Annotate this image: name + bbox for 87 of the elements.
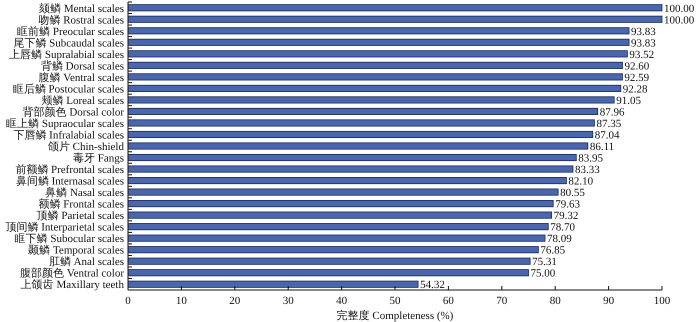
data-label: 92.59 (624, 72, 650, 84)
data-label: 79.32 (554, 210, 578, 222)
y-tick-label: 鼻间鳞 Internasal scales (16, 176, 124, 188)
x-tick-label: 70 (496, 295, 508, 307)
data-label: 83.33 (574, 164, 600, 176)
data-label: 86.11 (590, 141, 614, 153)
data-label: 54.32 (420, 279, 445, 292)
data-label: 83.95 (578, 152, 604, 165)
data-label: 80.55 (560, 187, 586, 200)
y-tick-label: 颞鳞 Temporal scales (28, 244, 124, 257)
x-tick-label: 10 (176, 295, 188, 307)
bar (128, 84, 622, 92)
x-tick-label: 80 (550, 295, 562, 307)
y-tick-label: 颏鳞 Mental scales (39, 2, 124, 15)
y-tick-label: 颌片 Chin-shield (46, 140, 124, 153)
y-tick-label: 腹部颜色 Ventral color (20, 266, 124, 280)
y-tick-label: 鼻鳞 Nasal scales (45, 187, 124, 200)
y-tick-label: 额鳞 Frontal scales (38, 198, 124, 211)
bar (128, 62, 623, 69)
y-tick-label: 尾下鳞 Subcaudal scales (13, 37, 124, 50)
bar (128, 200, 554, 208)
data-label: 76.85 (540, 244, 566, 257)
y-tick-label: 眶后鳞 Postocular scales (12, 82, 124, 96)
data-label: 93.83 (631, 37, 656, 50)
x-tick-label: 0 (125, 295, 132, 307)
y-tick-label: 眶前鳞 Preocular scales (17, 26, 124, 38)
y-tick-label: 眶上鳞 Supraocular scales (6, 116, 124, 130)
y-tick-label: 背鳞 Dorsal scales (40, 59, 124, 72)
bar (128, 142, 588, 150)
x-tick-label: 60 (442, 295, 454, 307)
x-tick-label: 30 (282, 295, 294, 307)
x-tick-label: 20 (229, 295, 241, 307)
data-label: 100.00 (664, 14, 695, 26)
bar (128, 212, 552, 219)
data-label: 78.09 (547, 233, 572, 246)
data-label: 87.96 (600, 106, 625, 118)
bar (128, 108, 598, 116)
y-tick-label: 上颌齿 Maxillary teeth (20, 278, 124, 292)
data-label: 87.35 (596, 118, 622, 130)
bar (128, 96, 615, 104)
bar (128, 280, 418, 288)
x-tick-label: 50 (390, 295, 401, 307)
data-label: 87.04 (594, 129, 620, 142)
bar (128, 154, 577, 162)
data-label: 78.70 (550, 222, 576, 234)
bar (128, 234, 546, 242)
y-tick-label: 腹鳞 Ventral scales (38, 72, 124, 84)
bar (128, 119, 595, 127)
data-label: 75.00 (530, 268, 556, 280)
bar (128, 73, 623, 80)
y-tick-label: 毒牙 Fangs (72, 152, 124, 165)
bar (128, 50, 628, 58)
y-tick-label: 背部颜色 Dorsal color (22, 105, 124, 118)
bar (128, 223, 549, 230)
data-label: 79.63 (555, 198, 580, 211)
bar (128, 38, 630, 46)
bar (128, 246, 539, 254)
bar (128, 130, 594, 138)
x-tick-label: 90 (603, 295, 615, 307)
data-label: 75.31 (532, 256, 557, 268)
y-tick-label: 下唇鳞 Infralabial scales (13, 129, 124, 142)
bar (128, 176, 567, 184)
bar (128, 4, 662, 12)
y-tick-label: 前额鳞 Prefrontal scales (15, 163, 124, 176)
data-label: 93.83 (631, 26, 656, 38)
data-label: 93.52 (629, 48, 654, 61)
bar (128, 165, 574, 173)
y-tick-label: 顶间鳞 Interparietal scales (5, 222, 124, 234)
bar (128, 27, 630, 34)
data-label: 82.10 (568, 176, 594, 188)
bar (128, 269, 529, 276)
y-tick-label: 肛鳞 Anal scales (48, 256, 124, 268)
data-label: 92.28 (622, 83, 648, 96)
y-tick-label: 顶鳞 Parietal scales (36, 210, 124, 222)
y-tick-label: 上唇鳞 Supralabial scales (9, 48, 124, 61)
x-axis-title: 完整度 Completeness (%) (336, 309, 454, 322)
x-tick-label: 100 (654, 295, 671, 307)
data-label: 100.00 (664, 2, 695, 15)
bar (128, 258, 531, 265)
bar (128, 16, 662, 23)
data-label: 91.05 (616, 94, 642, 107)
bar (128, 188, 559, 196)
data-label: 92.60 (624, 60, 650, 72)
y-tick-label: 吻鳞 Rostral scales (38, 14, 124, 26)
y-tick-label: 眶下鳞 Subocular scales (14, 233, 124, 246)
y-tick-label: 颊鳞 Loreal scales (42, 94, 124, 107)
x-tick-label: 40 (336, 295, 348, 307)
